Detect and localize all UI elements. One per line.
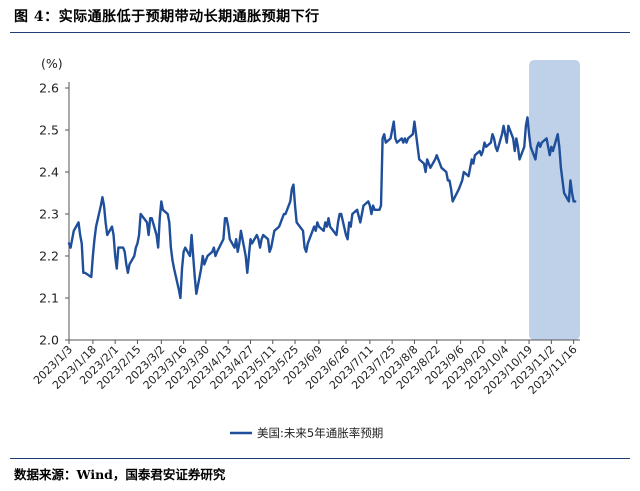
y-tick-label: 2.6 [39, 81, 59, 96]
y-axis-unit-label: (%) [41, 56, 63, 71]
y-tick-label: 2.4 [39, 165, 59, 180]
y-tick-label: 2.1 [39, 291, 59, 306]
series-line [67, 116, 577, 300]
y-tick-label: 2.0 [39, 333, 59, 348]
highlight-region-layer [529, 60, 580, 340]
title-divider [10, 32, 630, 33]
line-chart: 2.0 2.1 2.2 2.3 2.4 2.5 2.6 2023/1/32023/1/182… [31, 56, 580, 440]
y-tick-label: 2.2 [39, 249, 59, 264]
axis-layer [68, 82, 580, 341]
y-tick-label: 2.3 [39, 207, 59, 222]
legend-layer: 美国:未来5年通胀率预期 [230, 426, 383, 440]
series-layer [67, 116, 577, 300]
figure-title: 图 4：实际通胀低于预期带动长期通胀预期下行 [14, 9, 320, 25]
highlight-region [529, 60, 580, 340]
y-tick-label: 2.5 [39, 123, 59, 138]
x-tick-layer: 2023/1/32023/1/182023/2/12023/2/152023/3… [31, 340, 580, 397]
data-source-note: 数据来源：Wind，国泰君安证券研究 [14, 467, 226, 482]
legend-label: 美国:未来5年通胀率预期 [257, 426, 383, 440]
footer-divider [10, 458, 630, 459]
y-tick-layer: 2.0 2.1 2.2 2.3 2.4 2.5 2.6 [39, 81, 69, 348]
